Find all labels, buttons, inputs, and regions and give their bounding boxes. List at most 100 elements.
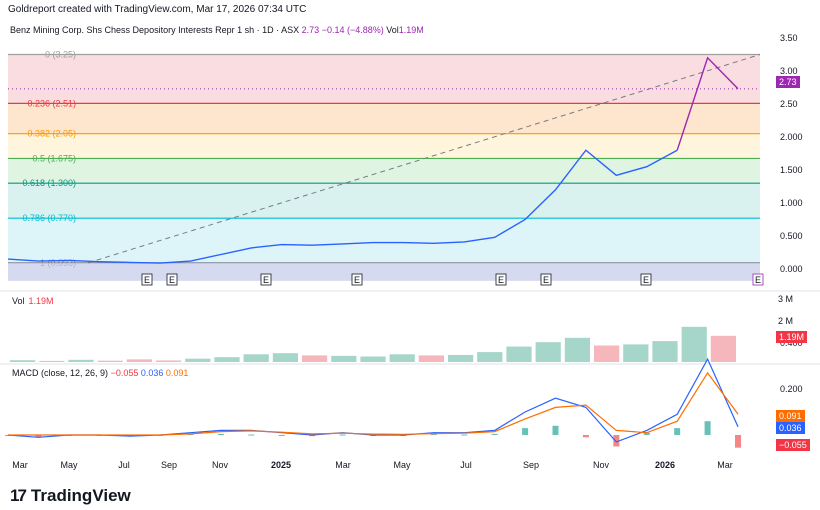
- macd-histogram-bar: [552, 425, 559, 435]
- macd-histogram-bar: [582, 435, 589, 438]
- fib-level-label: 0.786 (0.770): [22, 213, 76, 223]
- macd-histogram-bar: [643, 432, 650, 435]
- volume-bar: [418, 355, 444, 362]
- macd-histogram-bar: [522, 428, 529, 435]
- volume-bar: [10, 360, 36, 362]
- macd-histogram-bar: [491, 433, 498, 435]
- time-axis-tick: Nov: [593, 460, 610, 470]
- volume-value: 1.19M: [28, 296, 54, 306]
- volume-badge: 1.19M: [776, 331, 808, 343]
- earnings-marker: [260, 273, 272, 286]
- volume-bar: [564, 337, 590, 362]
- price-line: [7, 149, 678, 264]
- price-axis-tick: 1.000: [780, 198, 803, 208]
- earnings-marker: [351, 273, 363, 286]
- time-axis-tick: 2025: [271, 460, 291, 470]
- histogram-badge: −0.055: [776, 439, 810, 451]
- volume-bar: [126, 359, 152, 362]
- volume-bar: [302, 355, 328, 362]
- volume-bar: [535, 342, 561, 362]
- time-axis-tick: May: [393, 460, 411, 470]
- earnings-strip: [8, 262, 760, 281]
- volume-bar: [681, 326, 707, 362]
- earnings-marker-label: E: [144, 275, 150, 285]
- macd-histogram-bar: [674, 428, 681, 435]
- price-axis-tick: 2.50: [780, 99, 798, 109]
- price-axis-tick: 0.000: [780, 264, 803, 274]
- macd-label: MACD (close, 12, 26, 9) −0.055 0.036 0.0…: [12, 368, 188, 378]
- macd-histogram-bar: [35, 435, 42, 438]
- macd-histogram-bar: [461, 434, 468, 436]
- tv-logo-text: TradingView: [30, 486, 131, 505]
- time-axis-tick: Nov: [212, 460, 229, 470]
- price-line-recent: [676, 56, 739, 151]
- time-axis-tick: Mar: [717, 460, 733, 470]
- earnings-marker-label: E: [755, 275, 761, 285]
- fib-band: [8, 218, 760, 263]
- earnings-marker-label: E: [543, 275, 549, 285]
- price-axis-tick: 0.500: [780, 231, 803, 241]
- volume-bar: [39, 360, 65, 362]
- volume-bar: [594, 345, 620, 362]
- volume-bar: [448, 354, 474, 362]
- price-axis-tick: 3.00: [780, 66, 798, 76]
- symbol-text: Benz Mining Corp. Shs Chess Depository I…: [10, 25, 300, 35]
- earnings-marker-label: E: [643, 275, 649, 285]
- time-axis-tick: Jul: [460, 460, 472, 470]
- last-price: 2.73: [301, 25, 320, 35]
- volume-bar: [97, 360, 123, 362]
- earnings-marker-label: E: [354, 275, 360, 285]
- time-axis-tick: Mar: [12, 460, 28, 470]
- fib-level-label: 0.382 (2.05): [27, 129, 76, 139]
- macd-axis-tick: 0.400: [780, 338, 803, 348]
- earnings-marker: [166, 273, 178, 286]
- macd-signal-value: 0.091: [165, 368, 189, 378]
- macd-histogram-bar: [248, 434, 255, 436]
- time-axis-tick: Jul: [118, 460, 130, 470]
- earnings-marker: [640, 273, 652, 286]
- macd-histogram-bar: [704, 421, 711, 435]
- macd-name: MACD (close, 12, 26, 9): [12, 368, 109, 378]
- volume-bar: [477, 352, 503, 362]
- earnings-marker: [540, 273, 552, 286]
- signal-line: [8, 371, 739, 436]
- macd-histogram-bar: [339, 434, 346, 436]
- macd-histogram-bar: [430, 434, 437, 436]
- time-axis-tick: May: [60, 460, 78, 470]
- volume-bar: [272, 353, 298, 362]
- volume-bar: [156, 360, 182, 362]
- volume-bar: [360, 356, 386, 362]
- volume-bar: [214, 357, 240, 362]
- price-axis-tick: 2.000: [780, 132, 803, 142]
- time-axis-tick: Sep: [161, 460, 177, 470]
- chart-credit: Goldreport created with TradingView.com,…: [8, 4, 307, 15]
- macd-hist-value: −0.055: [110, 368, 139, 378]
- vol-title: Vol: [386, 25, 399, 35]
- volume-axis-tick: 3 M: [778, 294, 793, 304]
- fib-band: [8, 183, 760, 219]
- signal-badge: 0.091: [776, 410, 805, 422]
- tradingview-logo[interactable]: 17 TradingView: [10, 486, 131, 506]
- macd-badge: 0.036: [776, 422, 805, 434]
- macd-line: [7, 357, 739, 443]
- volume-axis-tick: 2 M: [778, 316, 793, 326]
- earnings-marker: [141, 273, 153, 286]
- macd-histogram-bar: [217, 433, 224, 435]
- price-axis-tick: 3.50: [780, 33, 798, 43]
- macd-histogram-bar: [278, 435, 285, 436]
- macd-axis-tick: 0.200: [780, 384, 803, 394]
- chart-title: Benz Mining Corp. Shs Chess Depository I…: [10, 25, 424, 35]
- volume-label: Vol 1.19M: [12, 296, 54, 306]
- time-axis-tick: Mar: [335, 460, 351, 470]
- fib-level-label: 0 (3.25): [45, 50, 76, 60]
- earnings-marker: [752, 273, 764, 286]
- volume-bar: [652, 341, 678, 362]
- volume-bar: [506, 346, 532, 362]
- tv-logo-icon: 17: [10, 486, 27, 505]
- earnings-marker: [495, 273, 507, 286]
- fib-band: [8, 54, 760, 104]
- price-change: −0.14 (−4.88%): [321, 25, 384, 35]
- fib-band: [8, 133, 760, 159]
- fib-level-label: 0.618 (1.300): [22, 178, 76, 188]
